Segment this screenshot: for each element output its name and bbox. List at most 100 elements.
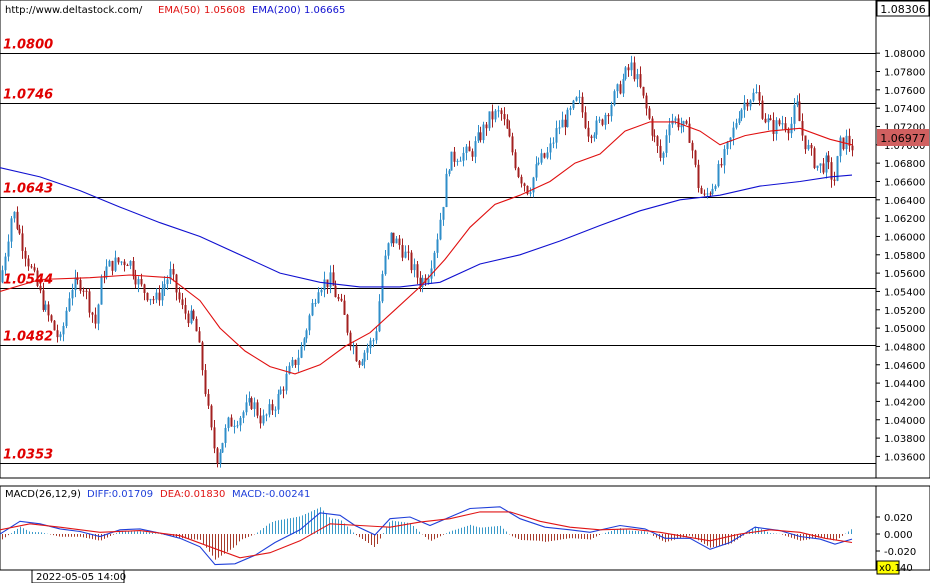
candle-bear: [764, 118, 767, 123]
candle-bear: [453, 151, 456, 162]
price-tick-label: 1.07200: [884, 122, 925, 133]
candle-bull: [163, 284, 166, 289]
candle-bull: [442, 207, 445, 220]
candle-bear: [332, 272, 335, 286]
candle-bear: [33, 267, 36, 271]
price-tick-label: 1.06000: [884, 232, 925, 243]
candle-bear: [642, 86, 645, 96]
macd-title: MACD(26,12,9): [5, 489, 81, 500]
candle-bear: [651, 118, 654, 136]
candle-bear: [85, 290, 88, 292]
candle-bull: [227, 417, 230, 428]
level-label-1.0353: 1.0353: [3, 448, 53, 463]
price-tick-label: 1.05000: [884, 324, 925, 335]
candle-bear: [627, 67, 630, 71]
candle-bull: [732, 127, 735, 138]
price-tick-label: 1.04800: [884, 342, 925, 353]
candle-bull: [363, 352, 366, 362]
macd-axis-panel[interactable]: [875, 485, 930, 571]
candle-bull: [390, 232, 393, 244]
current-price-badge: [877, 129, 929, 146]
candle-bull: [10, 218, 13, 242]
candle-bear: [787, 129, 790, 134]
candle-bull: [253, 402, 256, 409]
candle-bear: [517, 168, 520, 177]
candle-bear: [769, 118, 772, 121]
candle-bear: [126, 265, 129, 267]
candle-bear: [584, 112, 587, 128]
macd-lines: [0, 506, 853, 566]
candle-bear: [607, 114, 610, 117]
candle-bull: [682, 121, 685, 126]
candle-bear: [94, 314, 97, 324]
candle-bull: [277, 393, 280, 410]
candle-bear: [39, 285, 42, 291]
macd-value-label: MACD:-0.00241: [232, 489, 310, 500]
candle-bear: [827, 155, 830, 163]
candle-bear: [703, 193, 706, 195]
candle-bear: [523, 183, 526, 186]
candle-bear: [659, 145, 662, 158]
candle-bull: [105, 266, 108, 278]
candle-bull: [305, 330, 308, 339]
candle-bull: [1, 270, 4, 283]
candle-bull: [433, 252, 436, 269]
candle-bear: [192, 310, 195, 319]
candle-bull: [610, 105, 613, 117]
candle-bull: [166, 279, 169, 285]
candle-bull: [372, 340, 375, 342]
candle-bull: [317, 292, 320, 303]
candle-bear: [822, 163, 825, 173]
candle-bull: [796, 101, 799, 106]
candle-bear: [21, 233, 24, 251]
candle-bear: [134, 276, 137, 285]
source-url[interactable]: http://www.deltastock.com/: [5, 5, 143, 16]
candle-bull: [807, 144, 810, 150]
candle-bear: [210, 405, 213, 428]
candle-bull: [274, 409, 277, 411]
candle-bull: [781, 123, 784, 125]
candle-bear: [16, 211, 19, 229]
candle-bull: [816, 165, 819, 168]
candle-bear: [746, 102, 749, 107]
price-ticks: 1.08000 1.07800 1.07600 1.07400 1.07200 1.070…: [876, 49, 925, 463]
ema50-line: [0, 121, 853, 375]
candle-bull: [604, 114, 607, 125]
price-tick-label: 1.05200: [884, 306, 925, 317]
candle-bear: [645, 95, 648, 109]
price-tick-label: 1.04400: [884, 379, 925, 390]
candle-bear: [407, 251, 410, 253]
candle-bull: [845, 135, 848, 150]
candle-bull: [740, 109, 743, 119]
level-label-1.0746: 1.0746: [3, 88, 53, 103]
candle-bull: [68, 298, 71, 311]
candle-bull: [624, 67, 627, 80]
candle-bear: [520, 176, 523, 184]
candle-bear: [514, 152, 517, 169]
candle-bull: [662, 152, 665, 158]
candle-bear: [181, 299, 184, 306]
candle-bull: [445, 173, 448, 208]
macd-diff-label: DIFF:0.01709: [87, 489, 153, 500]
candle-bull: [790, 123, 793, 134]
zoom-badge[interactable]: [876, 560, 900, 575]
macd-tick-label: -0.020: [884, 547, 916, 558]
candle-bull: [427, 278, 430, 283]
price-tick-label: 1.07800: [884, 67, 925, 78]
ema-fast-label: EMA(50): [158, 5, 200, 16]
zoom-label[interactable]: x0.1: [879, 563, 901, 574]
candle-bear: [111, 260, 114, 271]
price-tick-label: 1.07000: [884, 141, 925, 152]
candle-bull: [535, 164, 538, 178]
candle-bull: [311, 303, 314, 316]
candle-bull: [224, 427, 227, 443]
candle-bear: [343, 300, 346, 315]
candle-bull: [404, 251, 407, 258]
candle-bear: [761, 100, 764, 119]
candle-bear: [30, 266, 33, 268]
candle-bull: [291, 359, 294, 366]
price-axis-panel[interactable]: [875, 0, 930, 479]
candle-bull: [622, 79, 625, 94]
candle-bull: [465, 146, 468, 153]
candle-bull: [245, 402, 248, 413]
